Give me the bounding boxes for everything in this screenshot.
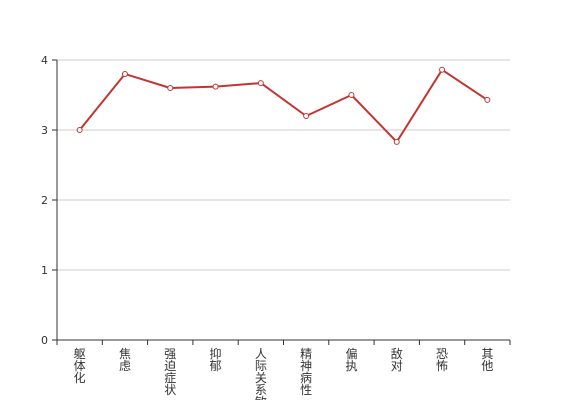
data-point xyxy=(121,71,128,77)
data-point xyxy=(167,85,174,91)
data-point xyxy=(439,66,446,73)
data-point xyxy=(348,92,355,98)
x-tick-label: 敌对 xyxy=(391,346,403,373)
x-axis: 躯体化 焦虑 强迫症状 抑郁 人际关系敏 精神病性 偏执 敌对 恐怖 其他 xyxy=(56,339,511,400)
data-point xyxy=(393,138,400,145)
y-axis: 0 1 2 3 4 xyxy=(41,54,58,347)
y-tick-label: 2 xyxy=(41,194,48,207)
x-tick-label: 精神病性 xyxy=(300,347,312,397)
data-point xyxy=(212,83,219,90)
data-point xyxy=(76,127,83,133)
x-tick-label: 焦虑 xyxy=(119,347,131,373)
x-tick-label: 强迫症状 xyxy=(164,347,176,397)
y-tick-label: 4 xyxy=(41,54,48,67)
data-point xyxy=(303,113,310,119)
data-point xyxy=(257,80,264,87)
x-tick-label: 躯体化 xyxy=(74,346,86,385)
series-group xyxy=(76,66,491,145)
y-tick-label: 3 xyxy=(41,124,48,137)
x-tick-label: 人际关系敏 xyxy=(255,347,267,400)
x-tick-label: 恐怖 xyxy=(436,347,448,373)
x-tick-label: 抑郁 xyxy=(210,346,222,373)
x-tick-label: 偏执 xyxy=(345,346,357,373)
series-line xyxy=(78,68,488,143)
grid-lines xyxy=(57,59,510,271)
y-tick-label: 0 xyxy=(41,334,48,347)
x-tick-label: 其他 xyxy=(481,347,493,373)
data-point xyxy=(484,96,491,103)
y-tick-label: 1 xyxy=(41,264,48,277)
